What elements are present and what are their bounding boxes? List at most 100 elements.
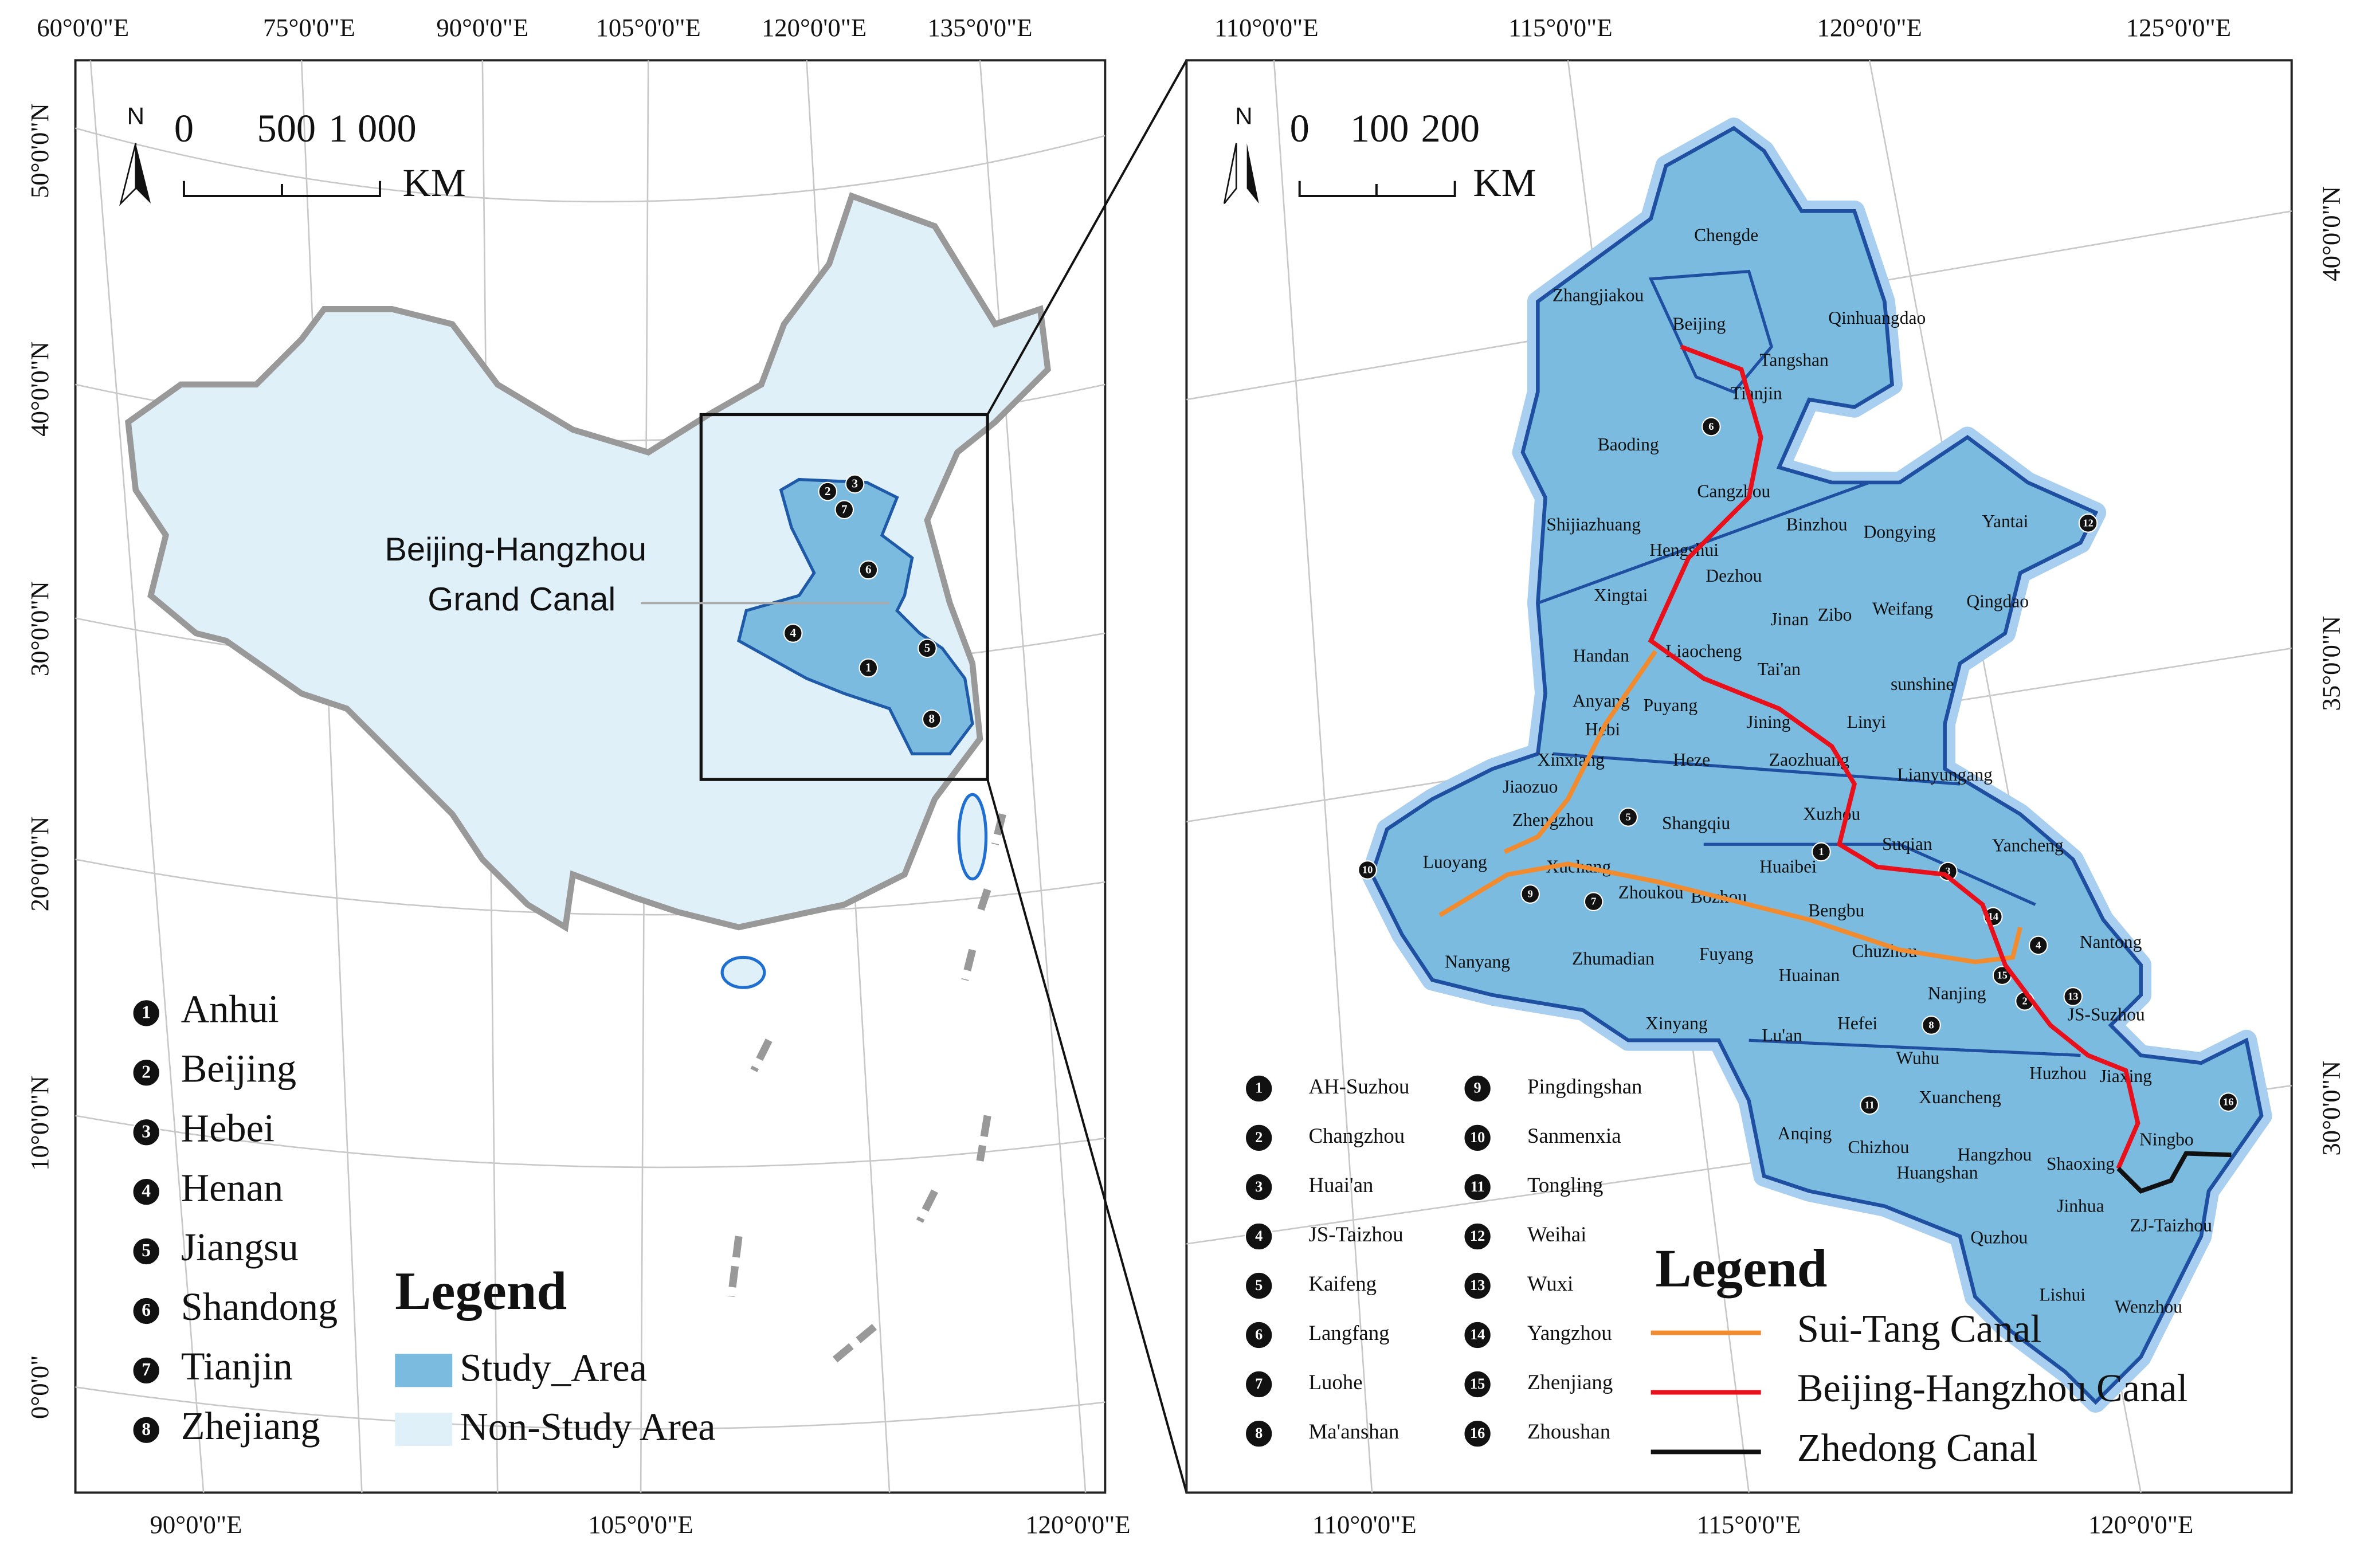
legend-title: Legend — [395, 1261, 567, 1321]
legend-entry: Weihai — [1527, 1222, 1586, 1246]
city-label: Weifang — [1872, 599, 1933, 619]
legend-marker — [1463, 1271, 1492, 1300]
city-label: Luoyang — [1423, 852, 1487, 872]
city-marker — [2218, 1092, 2238, 1112]
hainan — [720, 955, 766, 989]
legend-entry: Sui-Tang Canal — [1797, 1307, 2041, 1350]
province-marker — [858, 658, 879, 678]
north-arrow — [1246, 143, 1259, 204]
bottom-coordinate: 90°0'0"E — [150, 1510, 242, 1539]
legend-entry: Shandong — [181, 1285, 338, 1328]
city-marker — [1922, 1016, 1941, 1035]
city-marker-number: 1 — [1818, 846, 1824, 857]
legend-swatch — [395, 1354, 453, 1387]
city-label: ZJ-Taizhou — [2130, 1216, 2212, 1236]
legend-entry: Study_Area — [460, 1346, 647, 1390]
city-label: Binzhou — [1786, 514, 1848, 534]
city-label: Hengshui — [1649, 540, 1719, 560]
city-marker — [1520, 884, 1540, 904]
province-marker-number: 6 — [865, 563, 872, 577]
legend-marker — [1244, 1222, 1273, 1251]
city-label: Lishui — [2040, 1285, 2086, 1305]
side-coordinate: 20°0'0"N — [25, 816, 54, 911]
city-label: sunshine — [1891, 674, 1954, 694]
legend-entry: Beijing-Hangzhou Canal — [1797, 1366, 2188, 1410]
city-label: Wuhu — [1896, 1048, 1939, 1068]
city-label: Jiaozuo — [1503, 777, 1558, 797]
legend-entry: Wuxi — [1527, 1272, 1573, 1295]
bottom-coordinate: 110°0'0"E — [1312, 1510, 1417, 1539]
study-area — [737, 477, 974, 756]
top-coordinate: 135°0'0"E — [927, 13, 1032, 42]
city-marker-number: 15 — [1997, 970, 2007, 981]
bottom-coordinate: 115°0'0"E — [1697, 1510, 1801, 1539]
legend-marker — [1463, 1173, 1492, 1202]
city-label: Heze — [1673, 750, 1710, 770]
city-label: Zhumadian — [1572, 948, 1655, 969]
province-marker — [783, 624, 803, 643]
city-label: Tangshan — [1759, 350, 1829, 370]
legend-marker-number: 9 — [1474, 1080, 1481, 1096]
province-marker-number: 5 — [924, 641, 931, 654]
north-label: N — [127, 102, 144, 129]
legend-title: Legend — [1656, 1239, 1828, 1299]
city-marker-number: 8 — [1928, 1019, 1934, 1030]
top-coordinate: 110°0'0"E — [1214, 13, 1319, 42]
legend-entry: Hebei — [181, 1106, 275, 1150]
legend-marker — [1244, 1419, 1273, 1448]
legend-marker-number: 2 — [1255, 1129, 1263, 1146]
city-label: JS-Suzhou — [2068, 1004, 2145, 1024]
city-label: Yantai — [1982, 511, 2028, 531]
legend-entry: Zhenjiang — [1527, 1370, 1613, 1394]
legend-marker-number: 8 — [142, 1419, 151, 1439]
city-label: Shijiazhuang — [1546, 514, 1641, 534]
china-outline — [125, 192, 1051, 932]
top-coordinate: 115°0'0"E — [1508, 13, 1613, 42]
city-label: Anqing — [1778, 1123, 1832, 1143]
city-marker — [2028, 935, 2048, 955]
province-marker-number: 8 — [929, 712, 935, 726]
city-marker — [2078, 513, 2098, 533]
legend-entry: Beijing — [181, 1046, 296, 1090]
city-label: Quzhou — [1970, 1228, 2028, 1248]
legend-marker-number: 13 — [1470, 1277, 1485, 1293]
scale-unit: KM — [1473, 161, 1536, 205]
side-coordinate: 0°0'0" — [25, 1355, 54, 1419]
city-label: Huangshan — [1897, 1163, 1978, 1183]
north-arrow — [135, 143, 151, 204]
city-label: Nanyang — [1445, 951, 1510, 971]
city-marker-number: 16 — [2223, 1096, 2233, 1108]
city-label: Dezhou — [1706, 566, 1762, 586]
city-label: Qingdao — [1966, 591, 2029, 611]
top-coordinate: 125°0'0"E — [2126, 13, 2231, 42]
legend-marker-number: 12 — [1470, 1228, 1485, 1244]
city-label: Beijing — [1672, 314, 1726, 334]
legend-entry: Langfang — [1308, 1321, 1389, 1344]
city-label: Lu'an — [1762, 1025, 1802, 1045]
side-coordinate: 30°0'0"N — [25, 581, 54, 676]
city-label: Fuyang — [1699, 944, 1754, 964]
city-label: Xinxiang — [1538, 750, 1605, 770]
city-label: Huaibei — [1759, 857, 1817, 877]
legend-marker — [132, 1118, 160, 1147]
city-label: Zhangjiakou — [1553, 285, 1644, 305]
city-marker — [1583, 892, 1604, 912]
legend-entry: Sanmenxia — [1527, 1124, 1621, 1147]
legend-marker — [132, 1356, 160, 1385]
legend-entry: AH-Suzhou — [1308, 1075, 1409, 1098]
legend-marker-number: 2 — [142, 1061, 151, 1081]
city-label: Bengbu — [1808, 900, 1864, 920]
city-label: Qinhuangdao — [1828, 308, 1926, 328]
city-label: Huainan — [1778, 965, 1840, 985]
sui-tang-canal — [1438, 861, 2023, 965]
city-marker-number: 9 — [1528, 888, 1533, 900]
bottom-coordinate: 120°0'0"E — [1025, 1510, 1130, 1539]
province-marker-number: 7 — [841, 502, 848, 516]
city-label: Huzhou — [2029, 1063, 2087, 1083]
legend-marker — [1463, 1419, 1492, 1448]
legend-marker — [1244, 1370, 1273, 1399]
legend-marker-number: 16 — [1470, 1425, 1485, 1441]
side-coordinate: 35°0'0"N — [2317, 616, 2346, 711]
side-coordinate: 40°0'0"N — [2317, 186, 2346, 281]
city-marker-number: 10 — [1362, 864, 1373, 875]
